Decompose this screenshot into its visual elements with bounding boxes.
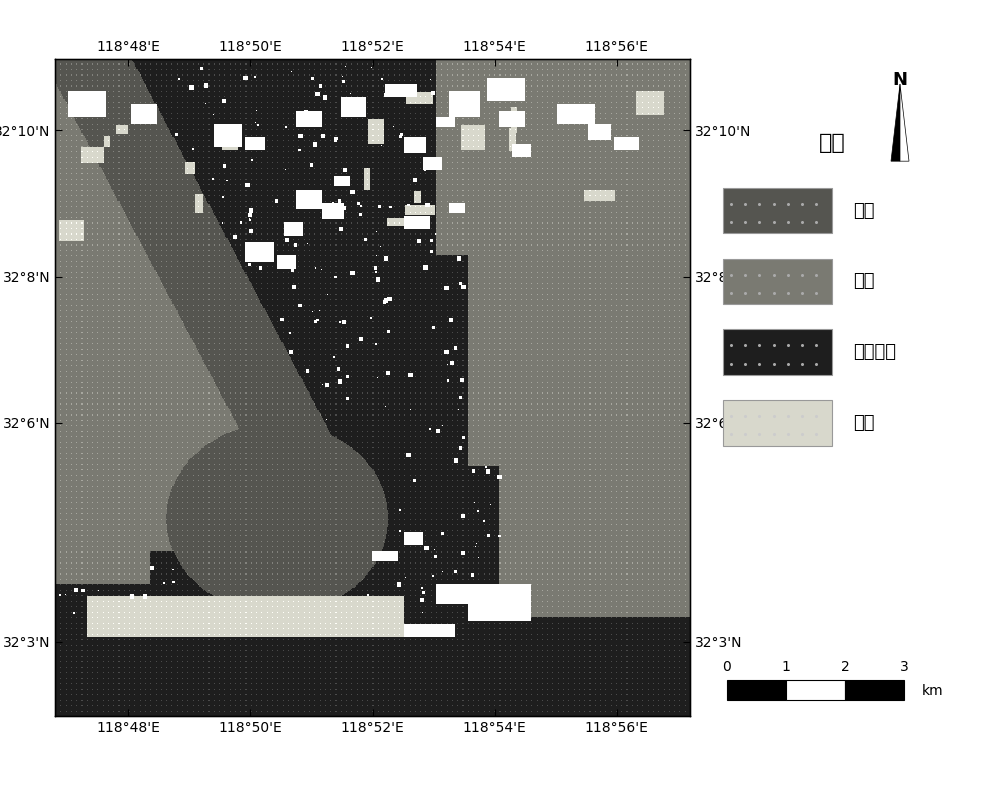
- Bar: [723, 259, 832, 305]
- Text: N: N: [893, 71, 908, 89]
- Text: 2: 2: [841, 660, 849, 674]
- Text: 图例: 图例: [819, 133, 845, 153]
- Bar: [727, 680, 786, 700]
- Text: 水体: 水体: [853, 201, 874, 220]
- Text: km: km: [922, 684, 943, 698]
- Text: 0: 0: [722, 660, 731, 674]
- Text: 裸土: 裸土: [853, 414, 874, 432]
- Polygon shape: [891, 84, 900, 161]
- Text: 不透水面: 不透水面: [853, 343, 896, 361]
- Bar: [723, 329, 832, 375]
- Text: 3: 3: [900, 660, 908, 674]
- Bar: [845, 680, 904, 700]
- Polygon shape: [900, 84, 909, 161]
- Bar: [723, 188, 832, 234]
- Text: 1: 1: [781, 660, 790, 674]
- Text: 植被: 植被: [853, 272, 874, 290]
- Bar: [786, 680, 845, 700]
- Bar: [723, 400, 832, 445]
